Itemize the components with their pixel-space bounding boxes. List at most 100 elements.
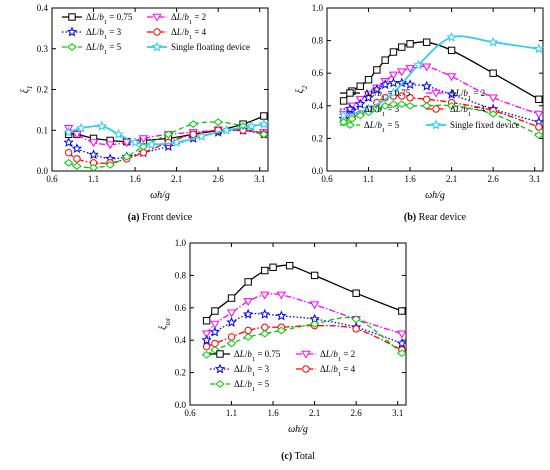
legend-entry: ΔL/b1 = 5 xyxy=(340,120,400,134)
data-point xyxy=(422,95,431,103)
data-point xyxy=(397,68,407,77)
data-point xyxy=(260,291,270,300)
series-2 xyxy=(338,63,544,119)
data-point xyxy=(285,261,294,270)
data-point xyxy=(413,59,424,70)
data-point xyxy=(396,100,407,109)
y-tick-label: 0.3 xyxy=(37,44,49,54)
data-point xyxy=(404,79,416,90)
y-tick-label: 0.2 xyxy=(175,368,186,378)
legend-entry: ΔL/b1 = 5 xyxy=(210,379,270,393)
data-point xyxy=(421,101,432,110)
series-line xyxy=(206,264,403,322)
data-point xyxy=(364,76,373,84)
y-axis-label: ξtot xyxy=(158,317,172,330)
x-axis: 0.6 1.1 1.6 2.1 2.6 3.1 xyxy=(184,243,403,418)
x-tick-label: 3.1 xyxy=(254,174,265,184)
data-point xyxy=(446,88,457,99)
legend-label: ΔL/b1 = 5 xyxy=(234,379,270,393)
legend-label: Single floating device xyxy=(171,42,250,52)
legend: ΔL/b1 = 0.75 ΔL/b1 = 2 ΔL/b1 = 3 ΔL/b1 = 4 Δ… xyxy=(62,12,250,56)
legend-entry: ΔL/b1 = 0.75 xyxy=(340,88,411,102)
data-point xyxy=(397,349,407,358)
y-tick-label: 0.4 xyxy=(175,335,187,345)
data-point xyxy=(373,66,381,74)
legend-marker xyxy=(430,119,442,130)
data-point xyxy=(398,92,406,100)
y-axis-label: ξ1 xyxy=(20,86,34,94)
x-axis-label: ωh/g xyxy=(150,190,170,201)
data-point xyxy=(380,101,390,110)
legend-entry: ΔL/b1 = 0.75 xyxy=(62,12,133,26)
data-point xyxy=(405,101,415,110)
y-tick-label: 0.0 xyxy=(37,166,49,176)
data-point xyxy=(211,339,219,348)
legend-label: Single fixed device xyxy=(450,120,519,130)
x-axis: 0.6 1.1 1.6 2.1 2.6 3.1 xyxy=(321,8,540,184)
legend-entry: ΔL/b1 = 2 xyxy=(296,349,355,363)
data-point xyxy=(422,63,432,72)
data-point xyxy=(226,339,237,348)
legend-marker xyxy=(346,89,354,97)
legend-label: ΔL/b1 = 5 xyxy=(364,120,400,134)
data-point xyxy=(242,308,254,319)
data-point xyxy=(446,31,457,42)
chart-panel-c: 0.6 1.1 1.6 2.1 2.6 3.1 0.0 0.2 0.4 0.6 0.8 1.0 ωh/g… xyxy=(158,238,408,462)
legend-label: ΔL/b1 = 5 xyxy=(86,42,122,56)
data-point xyxy=(488,110,498,118)
data-point xyxy=(113,128,124,139)
series-2 xyxy=(201,291,407,339)
data-point xyxy=(201,334,212,345)
data-point xyxy=(88,163,99,172)
data-point xyxy=(398,43,406,51)
data-point xyxy=(379,79,391,90)
legend-marker xyxy=(302,365,310,373)
data-point xyxy=(209,326,221,337)
x-tick-label: 2.6 xyxy=(213,174,225,184)
legend-label: ΔL/b1 = 0.75 xyxy=(86,12,133,26)
series-1 xyxy=(202,261,406,325)
data-point xyxy=(446,73,457,82)
data-point xyxy=(105,141,115,150)
data-point xyxy=(196,130,207,141)
legend-label: ΔL/b1 = 4 xyxy=(171,27,207,41)
legend-entry: ΔL/b1 = 5 xyxy=(62,42,122,56)
data-point xyxy=(388,87,399,98)
data-point xyxy=(63,159,74,167)
data-point xyxy=(259,329,270,338)
legend-marker xyxy=(432,105,440,113)
data-point xyxy=(75,122,87,133)
data-point xyxy=(244,326,252,335)
legend-marker xyxy=(67,43,77,51)
data-point xyxy=(139,148,148,157)
legend-entry: Single fixed device xyxy=(426,119,519,130)
x-tick-label: 2.6 xyxy=(351,408,363,418)
legend-entry: ΔL/b1 = 3 xyxy=(340,103,400,118)
legend-entry: ΔL/b1 = 3 xyxy=(210,363,270,378)
legend-marker xyxy=(431,89,441,98)
chart-panel-a: 0.6 1.1 1.6 2.1 2.6 3.1 0.0 0.1 0.2 0.3 0.4 ωh/g ξ1 Δ… xyxy=(20,3,270,223)
legend-label: ΔL/b1 = 3 xyxy=(364,104,400,118)
data-point xyxy=(310,271,319,280)
data-point xyxy=(72,162,82,170)
data-point xyxy=(352,325,360,333)
data-point xyxy=(213,118,223,126)
data-point xyxy=(338,110,349,121)
data-point xyxy=(146,139,157,149)
data-point xyxy=(88,149,99,160)
x-tick-label: 1.6 xyxy=(267,408,279,418)
data-point xyxy=(63,136,74,147)
data-point xyxy=(202,317,211,325)
data-point xyxy=(259,130,269,139)
legend-marker xyxy=(68,13,76,21)
x-tick-label: 1.1 xyxy=(363,174,374,184)
panel-caption: (a) Front device xyxy=(128,212,193,223)
data-point xyxy=(338,118,349,126)
data-point xyxy=(259,308,270,319)
plot-frame xyxy=(189,242,407,406)
series-1 xyxy=(339,38,543,105)
data-point xyxy=(535,95,543,103)
legend-marker xyxy=(152,13,162,22)
legend-marker xyxy=(153,28,161,36)
data-point xyxy=(243,298,253,306)
